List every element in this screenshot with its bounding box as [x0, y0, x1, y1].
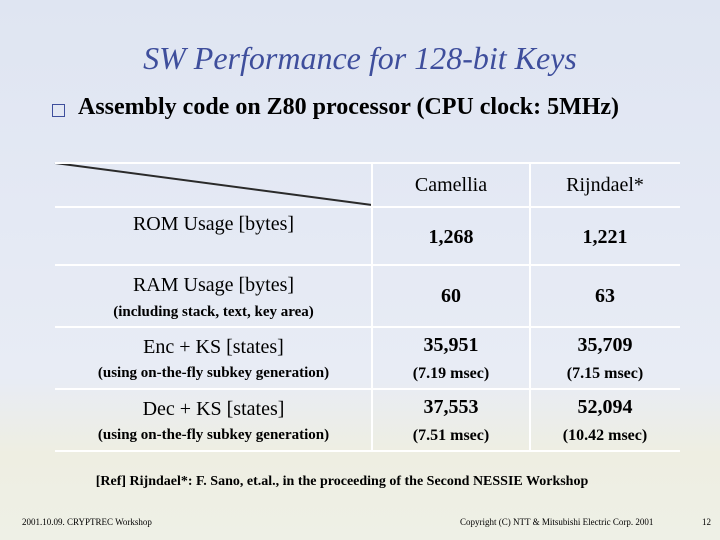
rom-rijndael-value: 1,221: [582, 226, 628, 248]
row-label-dec: Dec + KS [states]: [142, 398, 285, 420]
row-sublabel-enc: (using on-the-fly subkey generation): [97, 365, 330, 381]
row-label-rom: ROM Usage [bytes]: [132, 213, 295, 235]
enc-camellia-value: 35,951: [423, 334, 479, 356]
dec-rijndael-value: 52,094: [577, 396, 633, 418]
footer-copyright: Copyright (C) NTT & Mitsubishi Electric …: [460, 517, 654, 527]
footer-left: 2001.10.09. CRYPTREC Workshop: [22, 517, 152, 527]
column-header-rijndael: Rijndael*: [566, 174, 644, 196]
row-label-enc: Enc + KS [states]: [143, 336, 284, 358]
page-number: 12: [702, 517, 711, 527]
bullet-text: Assembly code on Z80 processor (CPU cloc…: [78, 94, 620, 120]
bullet-checkbox-icon: [52, 104, 65, 117]
enc-rijndael-value: 35,709: [577, 334, 633, 356]
column-header-camellia: Camellia: [414, 174, 488, 196]
ram-camellia-value: 60: [441, 285, 461, 307]
rom-camellia-value: 1,268: [428, 226, 474, 248]
enc-rijndael-time: (7.15 msec): [566, 365, 644, 382]
row-label-ram: RAM Usage [bytes]: [132, 274, 295, 296]
dec-rijndael-time: (10.42 msec): [562, 427, 648, 444]
enc-camellia-time: (7.19 msec): [412, 365, 490, 382]
row-sublabel-dec: (using on-the-fly subkey generation): [97, 427, 330, 443]
header-diagonal-line: [54, 162, 373, 206]
reference-note: [Ref] Rijndael*: F. Sano, et.al., in the…: [95, 474, 589, 489]
row-sublabel-ram: (including stack, text, key area): [113, 304, 314, 320]
dec-camellia-time: (7.51 msec): [412, 427, 490, 444]
slide-title: SW Performance for 128-bit Keys: [143, 40, 577, 76]
ram-rijndael-value: 63: [595, 285, 615, 307]
dec-camellia-value: 37,553: [423, 396, 479, 418]
